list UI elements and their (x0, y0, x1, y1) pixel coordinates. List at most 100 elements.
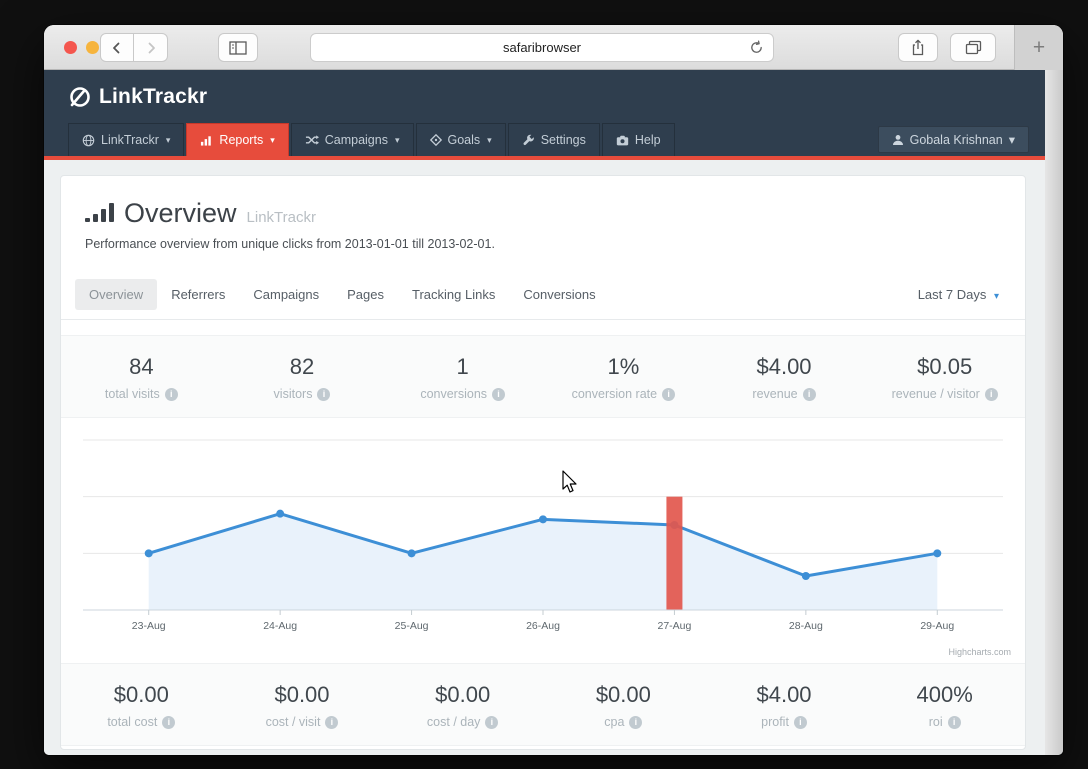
app-header: LinkTrackr LinkTrackr ▾ (44, 70, 1045, 160)
stat-label: roi i (864, 715, 1025, 729)
safari-window: safaribrowser + (44, 25, 1063, 755)
data-point-26-Aug[interactable] (539, 515, 547, 524)
chart-svg: 23-Aug 24-Aug 25-Aug 26-Aug 27-Aug 28-Aug 29-A… (83, 439, 1003, 632)
tabs-overview-icon (965, 40, 981, 55)
info-icon[interactable]: i (317, 387, 331, 401)
x-axis-label: 25-Aug (395, 620, 429, 632)
stat-value: $0.00 (113, 682, 169, 707)
visits-chart: 23-Aug 24-Aug 25-Aug 26-Aug 27-Aug 28-Aug 29-A… (71, 424, 1015, 657)
tab-conversions[interactable]: Conversions (523, 287, 596, 302)
info-icon[interactable]: i (662, 387, 676, 401)
page-title-suffix: LinkTrackr (246, 209, 316, 226)
tab-tracking-links[interactable]: Tracking Links (412, 287, 496, 302)
show-all-tabs-button[interactable] (950, 33, 996, 62)
info-icon[interactable]: i (984, 387, 998, 401)
stat-cost-visit: $0.00 cost / visit i (222, 682, 383, 729)
data-point-24-Aug[interactable] (276, 509, 285, 518)
info-icon[interactable]: i (802, 387, 816, 401)
address-bar[interactable]: safaribrowser (310, 33, 774, 62)
info-icon[interactable]: i (629, 715, 643, 729)
data-point-23-Aug[interactable] (144, 549, 153, 558)
info-icon[interactable]: i (947, 715, 961, 729)
minimize-window-button[interactable] (86, 41, 99, 54)
x-axis-label: 26-Aug (526, 620, 560, 632)
stat-label-text: total visits (104, 387, 160, 401)
x-axis-label: 27-Aug (657, 620, 691, 632)
logo-text[interactable]: LinkTrackr (99, 84, 208, 108)
logo-row: LinkTrackr (44, 70, 1045, 123)
stat-value: $0.00 (595, 682, 651, 707)
report-tabs: Overview Referrers Campaigns Pages Track… (61, 279, 1025, 320)
chevron-left-icon (113, 42, 120, 53)
nav-item-linktrackr[interactable]: LinkTrackr ▾ (68, 123, 185, 156)
bar-chart-icon (201, 136, 212, 146)
info-icon[interactable]: i (162, 715, 176, 729)
sidebar-toggle-button[interactable] (218, 33, 258, 62)
stat-label: revenue / visitor i (864, 387, 1025, 401)
stat-label: conversion rate i (543, 387, 704, 401)
linktrackr-logo-icon (70, 86, 90, 107)
stats-row-top: 84 total visits i 82 visitors i 1 conversions i 1… (61, 335, 1025, 418)
info-icon[interactable]: i (485, 715, 499, 729)
new-tab-button[interactable]: + (1014, 25, 1063, 70)
stat-profit: $4.00 profit i (704, 682, 865, 729)
close-window-button[interactable] (64, 41, 77, 54)
wrench-icon (523, 134, 534, 145)
address-bar-text: safaribrowser (502, 40, 582, 55)
back-button[interactable] (100, 33, 134, 62)
page-title: Overview (124, 198, 237, 228)
data-point-28-Aug[interactable] (801, 572, 810, 580)
chart-credit[interactable]: Highcharts.com (948, 647, 1011, 657)
sidebar-icon (229, 40, 247, 55)
stat-total-visits: 84 total visits i (61, 354, 222, 401)
user-menu[interactable]: Gobala Krishnan ▾ (877, 126, 1029, 153)
stat-value: $0.00 (435, 682, 491, 707)
nav-label: Settings (540, 133, 586, 147)
tab-campaigns[interactable]: Campaigns (253, 287, 320, 302)
shuffle-icon (305, 135, 319, 145)
user-name: Gobala Krishnan (909, 132, 1003, 147)
scrollbar-track[interactable] (1045, 70, 1063, 755)
x-axis-label: 23-Aug (132, 620, 166, 632)
chevron-down-icon: ▾ (165, 134, 171, 145)
tab-overview[interactable]: Overview (75, 279, 158, 310)
info-icon[interactable]: i (793, 715, 807, 729)
reload-button[interactable] (749, 40, 764, 58)
date-range-dropdown[interactable]: Last 7 Days ▾ (918, 287, 1011, 302)
forward-button[interactable] (134, 33, 168, 62)
main-nav: LinkTrackr ▾ Reports ▾ (44, 123, 1045, 156)
chart-canvas: 23-Aug 24-Aug 25-Aug 26-Aug 27-Aug 28-Aug 29-A… (71, 424, 1015, 655)
nav-spacer (675, 123, 878, 156)
stat-value: $4.00 (756, 682, 812, 707)
nav-label: Help (634, 133, 661, 147)
info-icon[interactable]: i (492, 387, 506, 401)
nav-label: Reports (219, 133, 264, 147)
stat-revenue-visitor: $0.05 revenue / visitor i (864, 354, 1025, 401)
stat-label: revenue i (704, 387, 865, 401)
chevron-right-icon (148, 42, 155, 53)
data-point-29-Aug[interactable] (933, 549, 942, 558)
stat-label: total visits i (61, 387, 222, 401)
nav-item-reports[interactable]: Reports ▾ (186, 123, 289, 156)
data-point-25-Aug[interactable] (407, 549, 416, 558)
info-icon[interactable]: i (325, 715, 339, 729)
info-icon[interactable]: i (164, 387, 178, 401)
nav-item-goals[interactable]: Goals ▾ (415, 123, 506, 156)
nav-item-help[interactable]: Help (601, 123, 675, 156)
browser-toolbar: safaribrowser + (44, 25, 1063, 70)
nav-item-campaigns[interactable]: Campaigns ▾ (290, 123, 414, 156)
stat-label-text: total cost (107, 715, 158, 729)
stat-label-text: visitors (273, 387, 313, 401)
tab-referrers[interactable]: Referrers (171, 287, 226, 302)
nav-item-settings[interactable]: Settings (507, 123, 600, 156)
tab-pages[interactable]: Pages (347, 287, 385, 302)
stat-label: visitors i (222, 387, 383, 401)
title-block: Overview LinkTrackr Performance overview… (61, 176, 1025, 265)
stat-revenue: $4.00 revenue i (704, 354, 865, 401)
series-area (148, 513, 938, 610)
highlight-column-27-Aug[interactable] (666, 496, 683, 610)
share-button[interactable] (898, 33, 938, 62)
stat-value: $0.00 (274, 682, 330, 707)
help-icon (616, 135, 629, 145)
stat-label-text: revenue / visitor (891, 387, 980, 401)
